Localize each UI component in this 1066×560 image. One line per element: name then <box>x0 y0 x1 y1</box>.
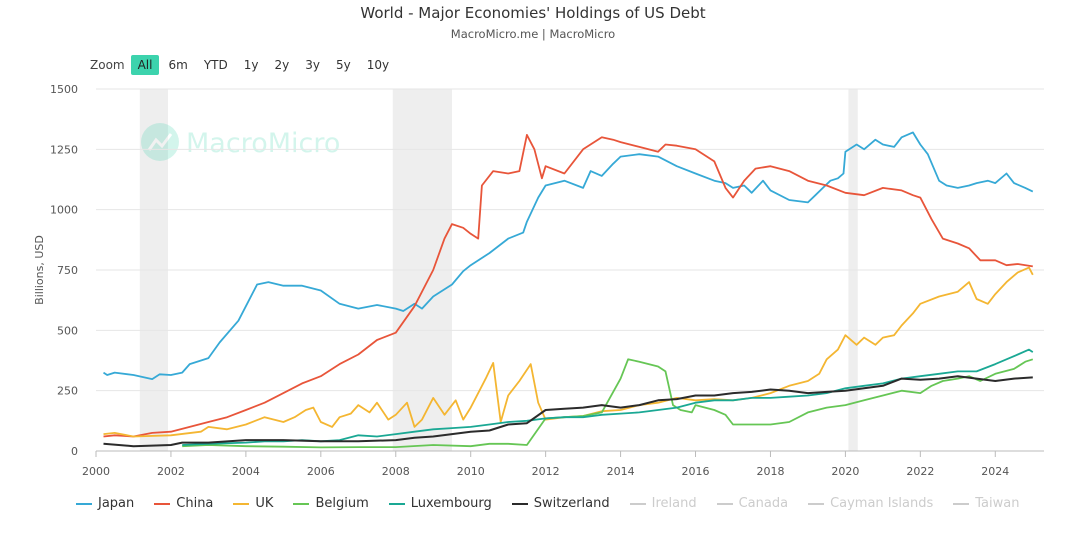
watermark-logo: MacroMicro <box>141 123 340 161</box>
series-line-switzerland <box>103 375 1033 448</box>
legend-item-ireland[interactable]: Ireland <box>629 496 697 511</box>
zoom-6m-button[interactable]: 6m <box>168 58 188 72</box>
series-line-luxembourg <box>182 348 1034 446</box>
y-tick-label: 0 <box>71 445 78 458</box>
y-tick-label: 1500 <box>50 83 78 96</box>
x-tick-label: 2014 <box>607 465 635 478</box>
x-tick-label: 2008 <box>382 465 410 478</box>
chart-title: World - Major Economies' Holdings of US … <box>360 4 706 22</box>
legend-label: Belgium <box>315 496 369 511</box>
x-tick-label: 2000 <box>82 465 110 478</box>
legend-item-uk[interactable]: UK <box>233 496 273 511</box>
watermark-icon <box>141 123 179 161</box>
legend-label: China <box>176 496 214 511</box>
zoom-10y-button[interactable]: 10y <box>366 58 390 72</box>
legend-label: Canada <box>738 496 789 511</box>
legend-swatch <box>388 502 405 505</box>
zoom-controls: Zoom All 6m YTD 1y 2y 3y 5y 10y <box>90 54 398 76</box>
legend-swatch <box>953 502 970 505</box>
y-tick-label: 500 <box>57 324 78 337</box>
legend-swatch <box>154 502 171 505</box>
series-line-china <box>103 134 1033 438</box>
x-tick-label: 2022 <box>906 465 934 478</box>
y-tick-label: 1250 <box>50 143 78 156</box>
y-tick-label: 750 <box>57 264 78 277</box>
legend-swatch <box>293 502 310 505</box>
legend-swatch <box>511 502 528 505</box>
legend-label: Taiwan <box>975 496 1020 511</box>
y-tick-label: 250 <box>57 385 78 398</box>
x-tick-label: 2024 <box>981 465 1009 478</box>
legend-item-switzerland[interactable]: Switzerland <box>511 496 610 511</box>
series-line-belgium <box>182 358 1034 449</box>
x-tick-label: 2020 <box>831 465 859 478</box>
x-tick-label: 2018 <box>756 465 784 478</box>
legend-item-belgium[interactable]: Belgium <box>293 496 369 511</box>
zoom-5y-button[interactable]: 5y <box>335 58 351 72</box>
series-line-japan <box>103 131 1034 380</box>
legend-label: Japan <box>98 496 135 511</box>
legend-item-luxembourg[interactable]: Luxembourg <box>388 496 492 511</box>
watermark-text: MacroMicro <box>186 128 340 159</box>
x-tick-label: 2006 <box>307 465 335 478</box>
legend-swatch <box>233 502 250 505</box>
legend-swatch <box>629 502 646 505</box>
legend-swatch <box>808 502 825 505</box>
legend-item-taiwan[interactable]: Taiwan <box>953 496 1019 511</box>
zoom-ytd-button[interactable]: YTD <box>203 58 228 72</box>
legend-label: Ireland <box>651 496 697 511</box>
x-tick-label: 2016 <box>682 465 710 478</box>
x-tick-label: 2002 <box>157 465 185 478</box>
legend-swatch <box>76 502 92 505</box>
chart-legend: Japan China UK Belgium Luxembourg Switzerland… <box>76 496 1039 511</box>
line-chart: MacroMicro 0 250 500 750 1000 1250 1500 2000 2002… <box>33 83 1044 478</box>
legend-item-cayman-islands[interactable]: Cayman Islands <box>808 496 933 511</box>
zoom-all-button[interactable]: All <box>130 55 160 75</box>
chart-subtitle: MacroMicro.me | MacroMicro <box>450 27 616 41</box>
zoom-label: Zoom <box>90 58 125 72</box>
zoom-1y-button[interactable]: 1y <box>243 58 259 72</box>
legend-label: Switzerland <box>533 496 610 511</box>
legend-swatch <box>716 502 733 505</box>
y-tick-label: 1000 <box>50 204 78 217</box>
watermark-icon-trend <box>147 133 173 151</box>
x-tick-label: 2004 <box>232 465 260 478</box>
y-axis-label: Billions, USD <box>33 235 46 305</box>
legend-item-canada[interactable]: Canada <box>716 496 789 511</box>
x-tick-label: 2010 <box>457 465 485 478</box>
legend-label: Cayman Islands <box>830 496 934 511</box>
legend-label: UK <box>255 496 274 511</box>
zoom-3y-button[interactable]: 3y <box>305 58 320 72</box>
zoom-2y-button[interactable]: 2y <box>274 58 290 72</box>
x-tick-label: 2012 <box>532 465 560 478</box>
legend-label: Luxembourg <box>410 496 492 511</box>
legend-item-japan[interactable]: Japan <box>76 496 134 511</box>
series-line-uk <box>103 266 1034 438</box>
legend-item-china[interactable]: China <box>154 496 213 511</box>
